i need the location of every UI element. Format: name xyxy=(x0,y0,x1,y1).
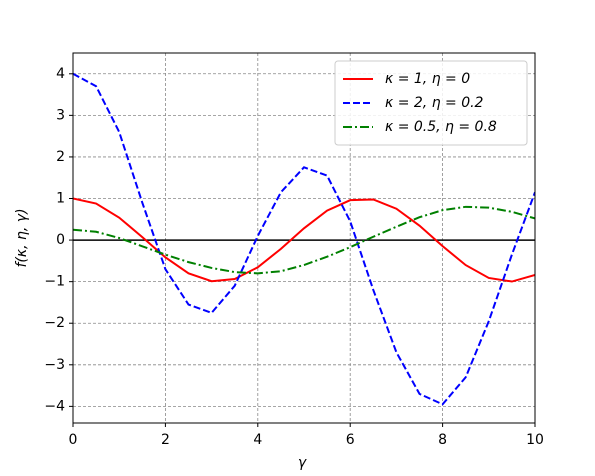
x-tick-label: 0 xyxy=(69,432,78,448)
y-tick-label: −4 xyxy=(44,398,65,414)
legend-label: κ = 0.5, η = 0.8 xyxy=(385,119,497,135)
y-axis-label: f(κ, η, γ) xyxy=(14,208,30,267)
x-tick-label: 10 xyxy=(526,432,544,448)
y-tick-label: −1 xyxy=(44,274,65,290)
legend-label: κ = 1, η = 0 xyxy=(385,71,470,87)
x-tick-label: 2 xyxy=(161,432,170,448)
legend-box xyxy=(334,60,528,146)
x-tick-label: 6 xyxy=(346,432,355,448)
x-tick-label: 8 xyxy=(438,432,447,448)
x-axis-label: γ xyxy=(298,455,307,471)
y-tick-label: 2 xyxy=(56,149,65,165)
series-line xyxy=(73,197,535,283)
plot-frame xyxy=(72,52,536,424)
y-tick-label: −3 xyxy=(44,357,65,373)
x-tick-label: 4 xyxy=(253,432,262,448)
y-tick-label: 3 xyxy=(56,107,65,123)
series-line xyxy=(73,205,535,275)
legend-label: κ = 2, η = 0.2 xyxy=(385,95,484,111)
y-tick-label: 0 xyxy=(56,232,65,248)
y-tick-label: 1 xyxy=(56,191,65,207)
y-tick-label: −2 xyxy=(44,315,65,331)
y-tick-label: 4 xyxy=(56,66,65,82)
series-line xyxy=(73,72,535,406)
